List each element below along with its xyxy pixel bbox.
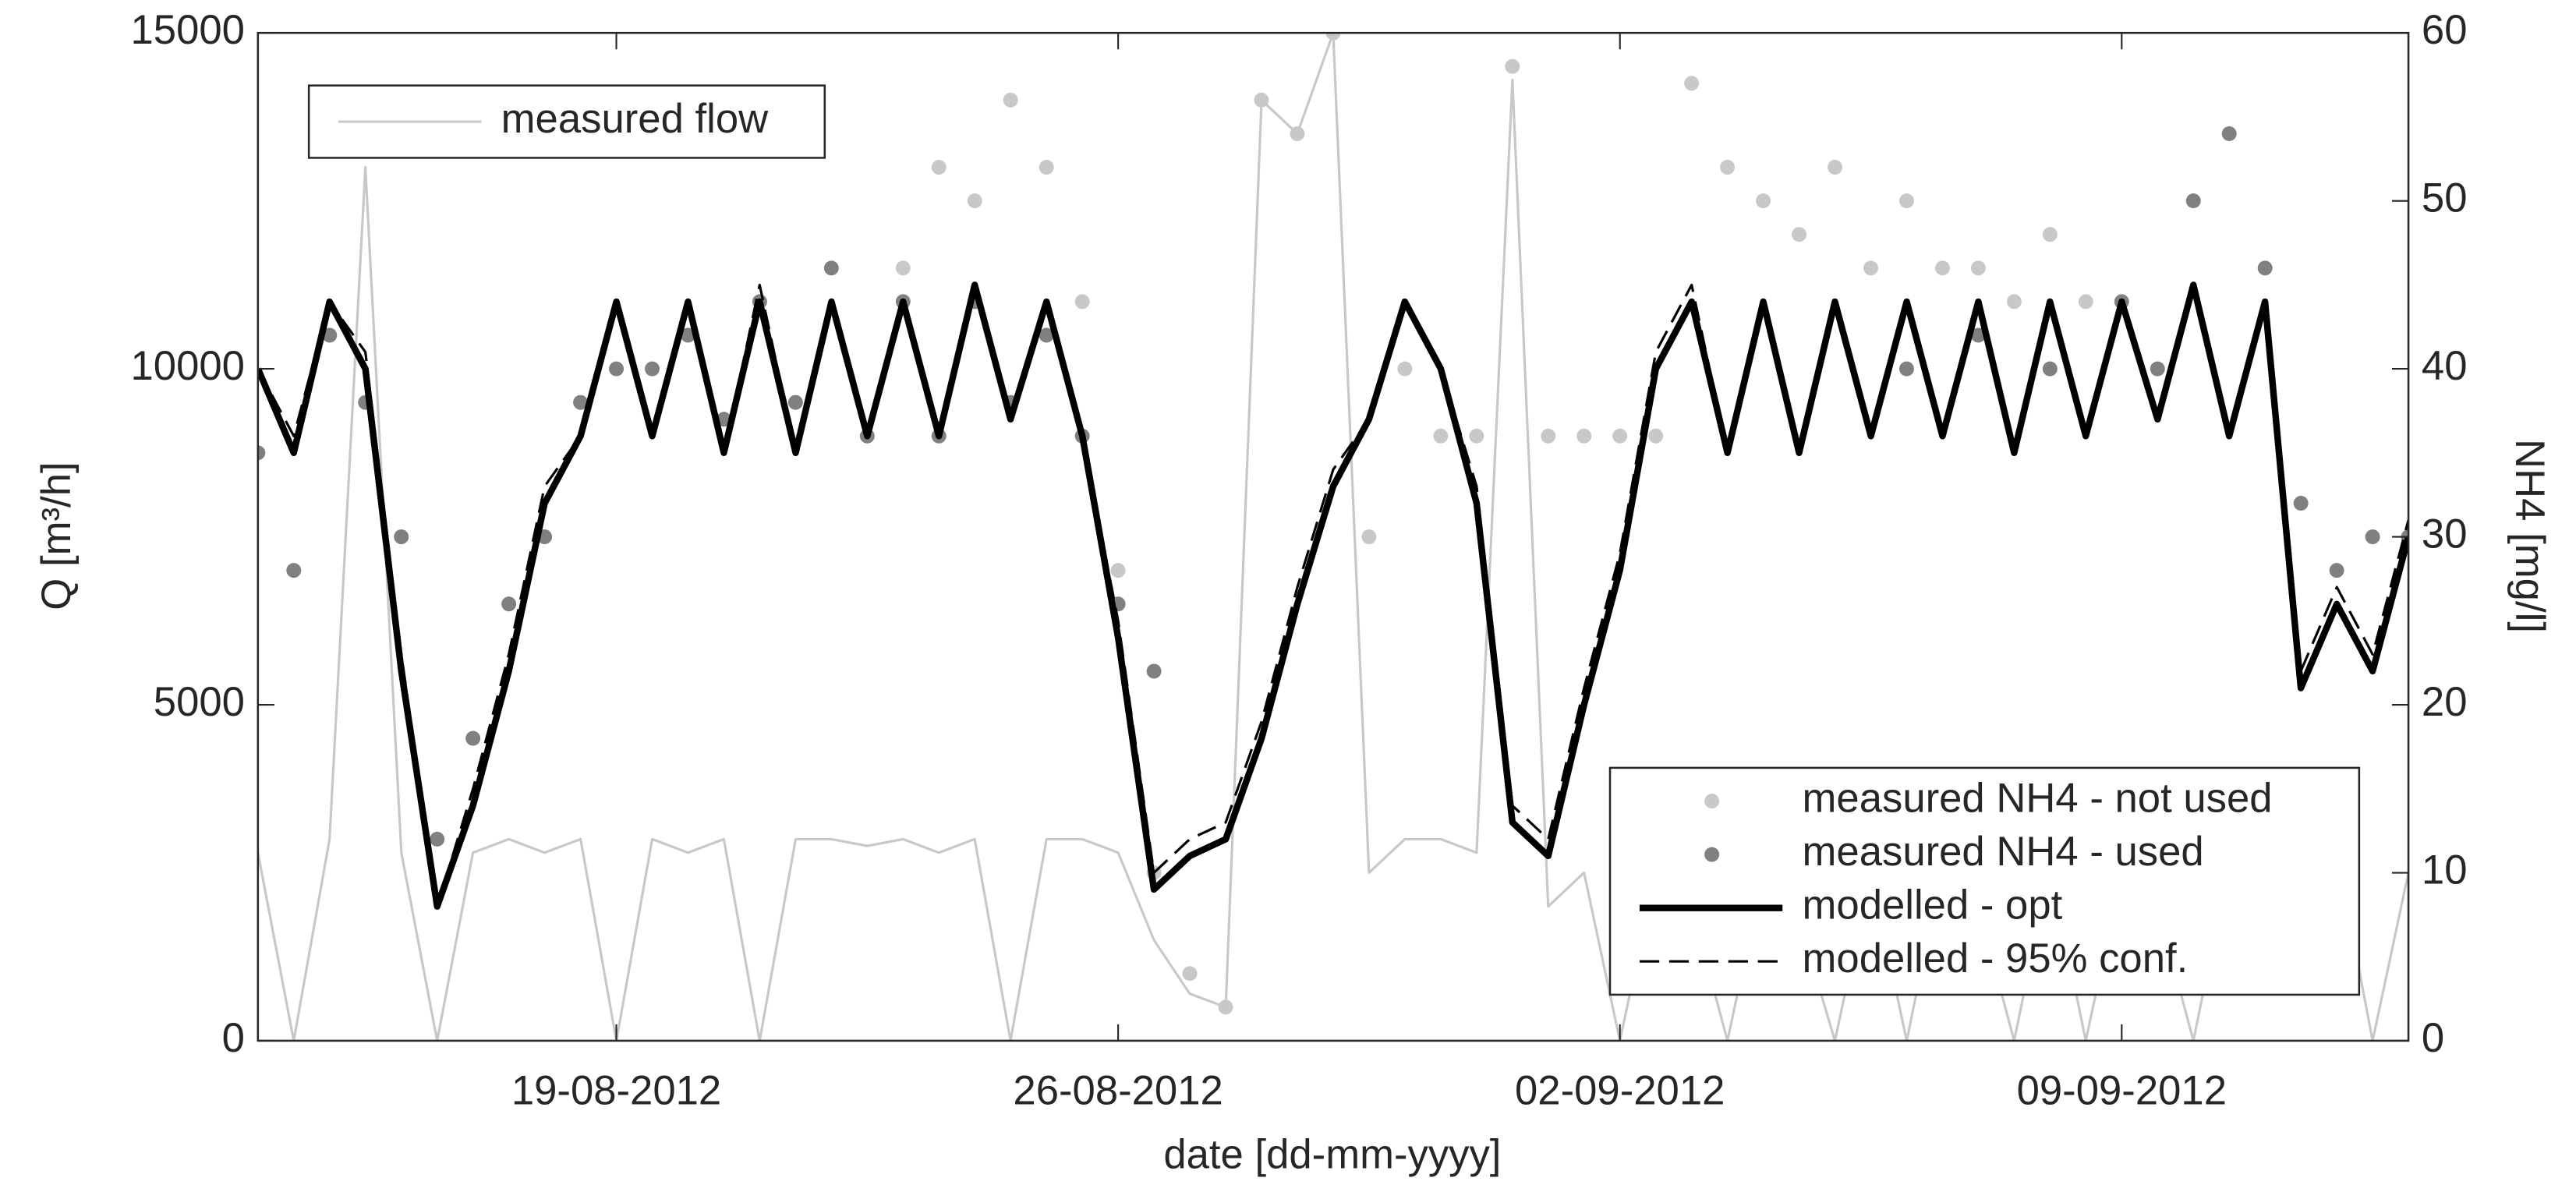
data-point <box>2150 361 2165 377</box>
legend-label: modelled - 95% conf. <box>1803 936 2189 982</box>
data-point <box>1110 563 1126 578</box>
data-point <box>286 563 302 578</box>
data-point <box>2365 529 2380 545</box>
x-axis-label: date [dd-mm-yyyy] <box>1163 1132 1501 1178</box>
data-point <box>931 160 947 175</box>
y2-tick-label: 0 <box>2422 1015 2444 1061</box>
data-point <box>895 260 911 276</box>
data-point <box>1290 126 1305 141</box>
data-point <box>1505 58 1520 74</box>
data-point <box>2078 294 2093 309</box>
legend-marker <box>1704 794 1720 809</box>
y2-tick-label: 30 <box>2422 511 2468 557</box>
data-point <box>1218 999 1233 1015</box>
legend-box <box>307 84 826 159</box>
data-point <box>1720 160 1736 175</box>
y2-tick-label: 60 <box>2422 7 2468 53</box>
data-point <box>1934 260 1950 276</box>
legend-box <box>1608 766 2361 996</box>
data-point <box>1074 294 1090 309</box>
data-point <box>2329 563 2344 578</box>
data-point <box>2042 227 2058 242</box>
y-axis-label: Q [m³/h] <box>34 462 80 610</box>
data-point <box>1146 663 1162 679</box>
data-point <box>2006 294 2022 309</box>
data-point <box>394 529 409 545</box>
y2-tick-label: 20 <box>2422 679 2468 725</box>
data-point <box>1684 76 1700 91</box>
y2-axis-label: NH4 [mg/l] <box>2507 439 2553 633</box>
data-point <box>609 361 625 377</box>
data-point <box>501 596 517 612</box>
legend-marker <box>1704 847 1720 862</box>
data-point <box>322 327 338 343</box>
data-point <box>1648 428 1664 444</box>
data-point <box>430 831 445 847</box>
data-point <box>1970 260 1986 276</box>
data-point <box>787 394 803 410</box>
data-point <box>1541 428 1556 444</box>
data-point <box>1828 160 1843 175</box>
data-point <box>1397 361 1413 377</box>
y-tick-label: 5000 <box>154 679 245 725</box>
x-tick-label: 09-09-2012 <box>2017 1067 2227 1113</box>
data-point <box>2042 361 2058 377</box>
data-point <box>257 445 266 461</box>
data-point <box>573 394 589 410</box>
data-point <box>2185 193 2201 209</box>
legend-label: measured NH4 - not used <box>1803 776 2273 822</box>
data-point <box>645 361 660 377</box>
data-point <box>1792 227 1807 242</box>
y-tick-label: 15000 <box>131 7 245 53</box>
data-point <box>1576 428 1592 444</box>
y-tick-label: 0 <box>222 1015 245 1061</box>
data-point <box>1898 361 1914 377</box>
data-point <box>1756 193 1771 209</box>
legend-label: modelled - opt <box>1803 883 2063 928</box>
x-tick-label: 26-08-2012 <box>1013 1067 1223 1113</box>
data-point <box>2293 495 2309 511</box>
data-point <box>967 193 982 209</box>
x-tick-label: 02-09-2012 <box>1515 1067 1725 1113</box>
legend-label: measured flow <box>501 96 769 142</box>
data-point <box>1039 327 1054 343</box>
data-point <box>1182 966 1198 982</box>
legend-label: measured NH4 - used <box>1803 829 2204 875</box>
y-tick-label: 10000 <box>131 343 245 389</box>
data-point <box>1469 428 1484 444</box>
y2-tick-label: 10 <box>2422 847 2468 893</box>
data-point <box>465 730 481 746</box>
data-point <box>1433 428 1449 444</box>
data-point <box>823 260 839 276</box>
data-point <box>1863 260 1878 276</box>
data-point <box>1361 529 1377 545</box>
data-point <box>1039 160 1054 175</box>
data-point <box>1254 92 1269 108</box>
data-point <box>1612 428 1628 444</box>
y2-tick-label: 40 <box>2422 343 2468 389</box>
data-point <box>1898 193 1914 209</box>
data-point <box>2221 126 2237 141</box>
data-point <box>1325 33 1341 41</box>
series-line <box>257 281 2409 910</box>
y2-tick-label: 50 <box>2422 175 2468 221</box>
x-tick-label: 19-08-2012 <box>511 1067 721 1113</box>
data-point <box>2257 260 2273 276</box>
data-point <box>1003 92 1018 108</box>
